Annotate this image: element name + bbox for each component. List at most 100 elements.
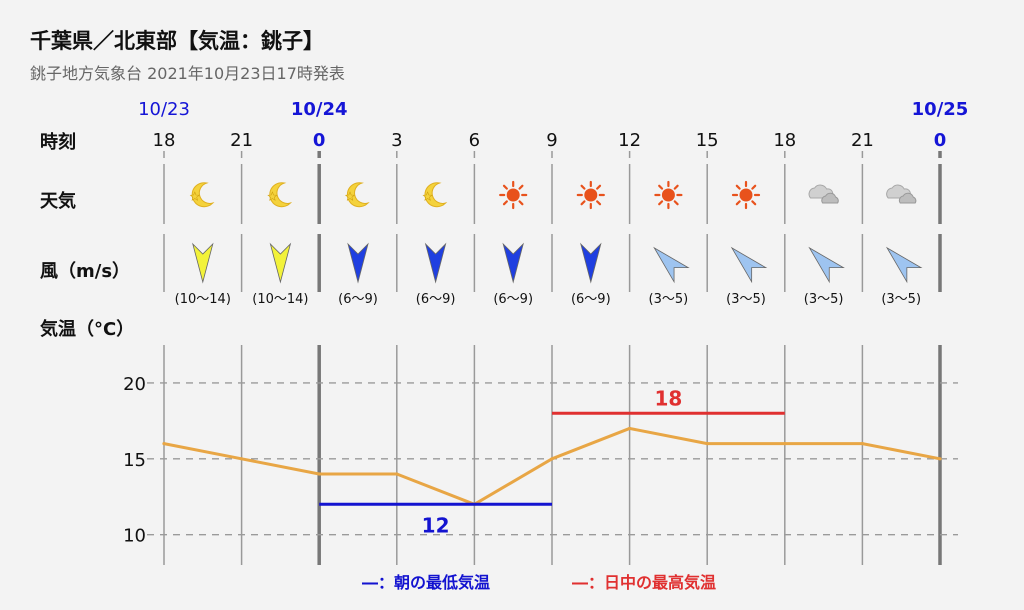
wind-arrow-icon	[580, 242, 602, 284]
sun-icon	[576, 180, 605, 210]
sun-ray	[673, 200, 679, 206]
moon-shape	[424, 182, 448, 208]
wind-speed: (6〜9)	[338, 292, 378, 307]
sun-icon	[654, 180, 683, 210]
min-temp-label: 12	[422, 513, 450, 537]
sun-ray	[596, 184, 602, 190]
wind-arrow-shape	[653, 246, 690, 284]
date-label: 10/23	[138, 99, 190, 120]
hour-label: 15	[696, 130, 719, 151]
sun-icon	[499, 180, 528, 210]
wind-arrow-icon	[347, 242, 369, 284]
wind-speed: (6〜9)	[571, 292, 611, 307]
sun-ray	[751, 184, 757, 190]
wind-speed: (3〜5)	[804, 292, 844, 307]
wind-arrow-icon	[885, 246, 923, 284]
sun-ray	[596, 200, 602, 206]
row-label-weather: 天気	[40, 190, 76, 212]
wind-arrow-icon	[808, 246, 845, 284]
sun-ray	[518, 200, 524, 206]
sun-ray	[658, 200, 664, 206]
sun-ray	[502, 184, 508, 190]
legend-min: ―：朝の最低気温	[362, 573, 490, 592]
wind-arrow-shape	[730, 246, 768, 284]
hour-label: 21	[851, 130, 874, 151]
sun-core	[739, 188, 753, 202]
sun-ray	[751, 200, 757, 206]
temperature-point	[938, 457, 942, 461]
wind-arrow-shape	[347, 242, 369, 284]
wind-arrow-shape	[808, 246, 845, 284]
date-label: 10/25	[912, 99, 969, 120]
wind-speed: (6〜9)	[493, 292, 533, 307]
temperature-point	[395, 472, 399, 476]
row-label-wind: 風（m/s）	[40, 261, 130, 282]
temperature-point	[860, 442, 865, 446]
temperature-point	[628, 426, 632, 431]
moon-shape	[346, 182, 370, 208]
wind-speed: (3〜5)	[726, 292, 766, 307]
temperature-point	[162, 442, 166, 446]
row-label-time: 時刻	[40, 131, 76, 153]
wind-speed: (6〜9)	[416, 292, 456, 307]
y-tick-label: 20	[123, 374, 146, 395]
sun-ray	[518, 184, 524, 190]
moon-shape	[269, 182, 293, 208]
cloud-icon	[808, 184, 839, 204]
wind-arrow-shape	[424, 242, 447, 284]
max-temp-label: 18	[654, 386, 682, 410]
date-label: 10/24	[291, 99, 348, 120]
star-shape	[344, 191, 356, 201]
wind-arrow-icon	[269, 242, 292, 284]
moon-icon	[422, 182, 448, 208]
wind-speed: (3〜5)	[881, 292, 921, 307]
hour-label: 18	[153, 130, 176, 151]
wind-arrow-icon	[424, 242, 447, 284]
cloud-front	[821, 192, 839, 204]
page-subtitle: 銚子地方気象台 2021年10月23日17時発表	[30, 64, 345, 83]
star-shape	[422, 191, 433, 201]
sun-ray	[580, 200, 586, 206]
wind-arrow-icon	[192, 242, 214, 284]
hour-label: 9	[546, 130, 557, 151]
wind-arrow-shape	[580, 242, 602, 284]
sun-core	[584, 188, 598, 202]
temperature-point	[317, 472, 321, 476]
sun-ray	[580, 184, 586, 190]
row-label-temperature: 気温（°C）	[40, 318, 134, 340]
legend-max: ―：日中の最高気温	[572, 573, 716, 592]
hour-label: 21	[230, 130, 253, 151]
wind-arrow-icon	[730, 246, 768, 284]
wind-arrow-shape	[192, 242, 214, 284]
cloud-icon	[886, 184, 917, 204]
star-shape	[189, 191, 200, 201]
star-shape	[267, 191, 278, 201]
hour-label: 3	[391, 130, 402, 151]
y-tick-label: 15	[123, 450, 146, 471]
moon-shape	[191, 182, 215, 208]
wind-speed: (10〜14)	[175, 292, 231, 307]
temperature-point	[550, 457, 554, 461]
wind-arrow-shape	[885, 246, 923, 284]
sun-ray	[735, 184, 741, 190]
hour-label: 12	[618, 130, 641, 151]
hour-label: 0	[313, 130, 326, 151]
y-tick-label: 10	[123, 526, 146, 547]
sun-ray	[673, 184, 679, 190]
cloud-front	[898, 192, 917, 204]
sun-core	[506, 188, 520, 202]
temperature-point	[783, 442, 787, 446]
sun-icon	[731, 180, 761, 210]
sun-ray	[735, 200, 741, 206]
wind-arrow-shape	[502, 242, 524, 284]
temperature-point	[705, 442, 709, 446]
hour-label: 6	[469, 130, 480, 151]
wind-arrow-icon	[653, 246, 690, 284]
page-title: 千葉県／北東部【気温：銚子】	[30, 29, 324, 53]
temperature-point	[240, 457, 244, 461]
sun-ray	[502, 200, 508, 206]
hour-label: 0	[934, 130, 947, 151]
wind-speed: (3〜5)	[649, 292, 689, 307]
wind-arrow-icon	[502, 242, 524, 284]
